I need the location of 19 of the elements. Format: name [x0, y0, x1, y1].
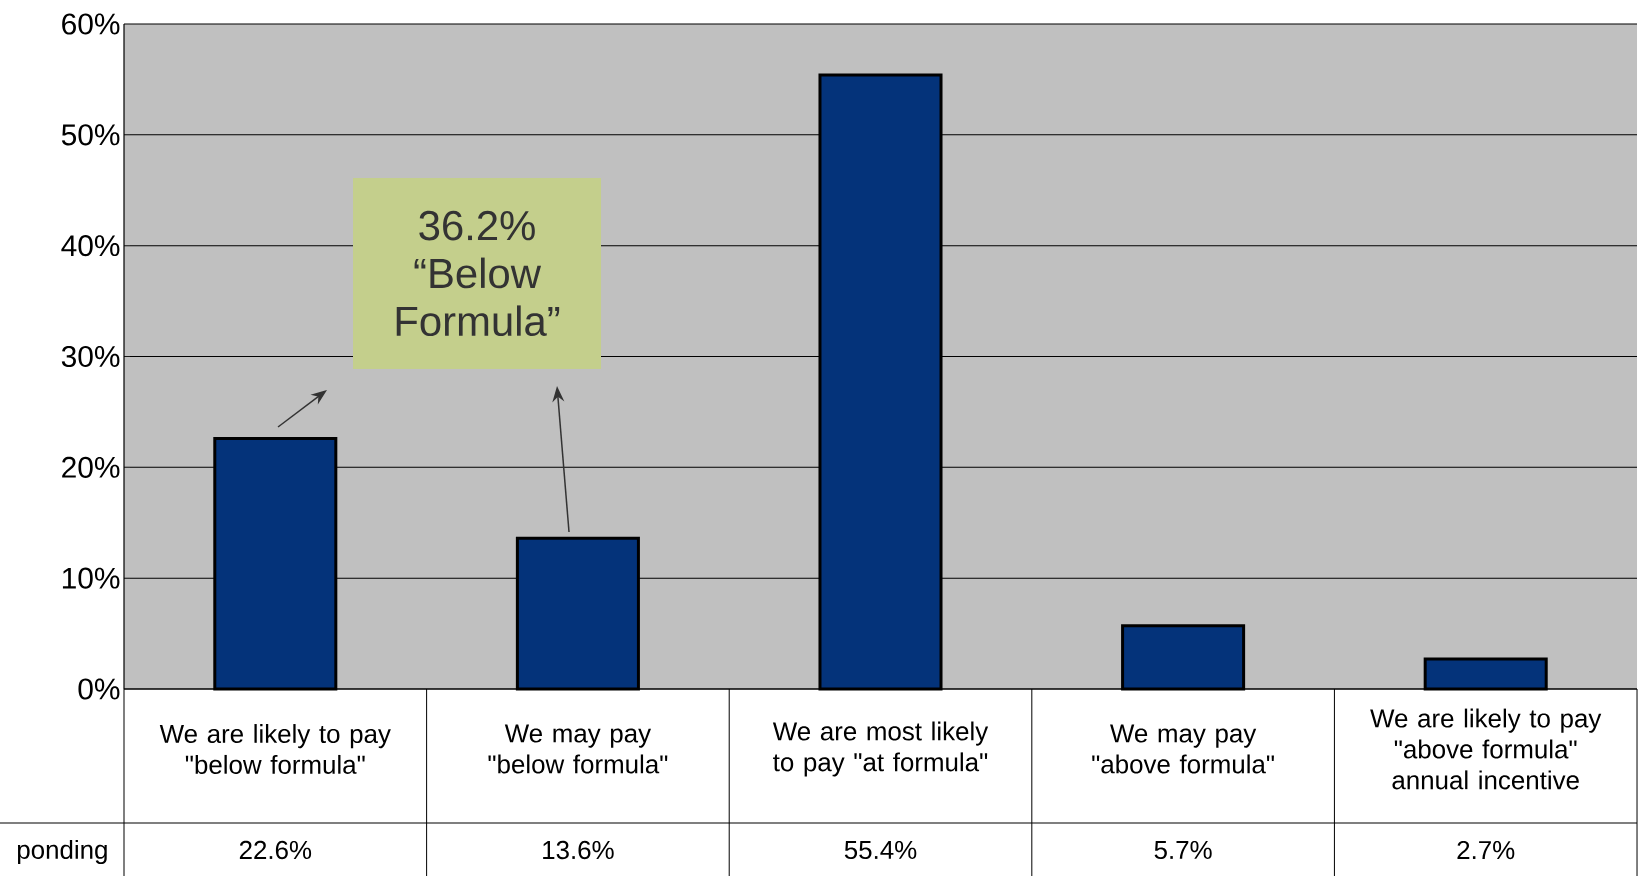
- y-tick-label: 60%: [62, 13, 120, 35]
- x-tick-label: We are most likely to pay "at formula": [772, 721, 989, 777]
- x-tick-label: We are likely to pay "above formula" annual incentive: [1370, 708, 1602, 790]
- annotation: 36.2% “Below Formula”: [396, 210, 560, 337]
- y-tick-label: 50%: [61, 124, 120, 146]
- data-label: 5.7%: [1154, 840, 1212, 860]
- y-tick-label: 40%: [61, 235, 120, 257]
- text: ponding: [17, 839, 107, 865]
- data-label: 55.4%: [844, 840, 917, 860]
- x-tick-label: We may pay "above formula": [1092, 724, 1274, 774]
- y-tick-label: 20%: [62, 456, 120, 478]
- y-tick-label: 0%: [78, 678, 120, 700]
- x-tick-label: We are likely to pay "below formula": [159, 724, 391, 774]
- data-label: 2.7%: [1457, 840, 1515, 860]
- x-tick-label: We may pay "below formula": [488, 724, 668, 774]
- data-label: 13.6%: [543, 840, 614, 860]
- y-tick-label: 10%: [62, 567, 120, 589]
- y-tick-label: 30%: [61, 345, 120, 368]
- data-label: 22.6%: [239, 840, 312, 860]
